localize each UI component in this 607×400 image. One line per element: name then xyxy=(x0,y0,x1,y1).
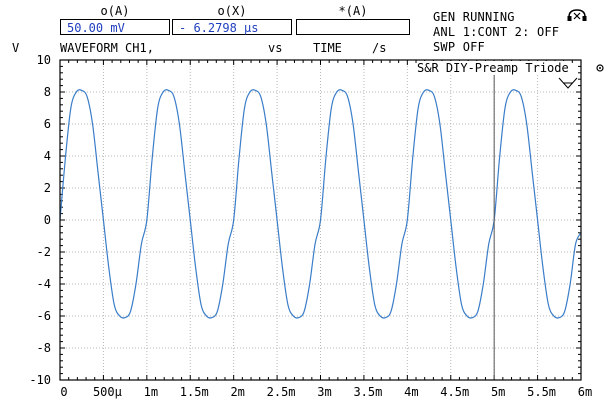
y-tick-label: 0 xyxy=(44,213,51,227)
y-tick-label: -8 xyxy=(37,341,51,355)
x-tick-label: 0 xyxy=(60,385,67,399)
scroll-indicator-icon[interactable] xyxy=(595,62,605,72)
vs-label: vs xyxy=(268,41,283,55)
y-tick-label: -10 xyxy=(29,373,51,387)
sr-logo-icon xyxy=(558,76,578,90)
y-tick-label: 2 xyxy=(44,181,51,195)
y-tick-label: -2 xyxy=(37,245,51,259)
y-tick-label: -4 xyxy=(37,277,51,291)
y-tick-label: 6 xyxy=(44,117,51,131)
channel-label: WAVEFORM CH1, xyxy=(60,41,154,55)
headphones-icon[interactable] xyxy=(566,8,588,22)
y-tick-label: 10 xyxy=(37,53,51,67)
status-gen: GEN RUNNING xyxy=(433,10,515,24)
readout-a-field[interactable]: 50.00 mV xyxy=(60,19,170,35)
x-tick-label: 4m xyxy=(404,385,418,399)
x-tick-label: 5m xyxy=(491,385,505,399)
x-tick-label: 1m xyxy=(144,385,158,399)
x-tick-label: 3.5m xyxy=(353,385,382,399)
y-tick-label: 8 xyxy=(44,85,51,99)
x-tick-label: 500µ xyxy=(93,385,122,399)
readout-label-x: o(X) xyxy=(217,4,247,18)
x-tick-label: 6m xyxy=(578,385,592,399)
x-tick-label: 5.5m xyxy=(527,385,556,399)
x-tick-label: 3m xyxy=(317,385,331,399)
x-unit-label: /s xyxy=(372,41,387,55)
x-tick-label: 1.5m xyxy=(180,385,209,399)
y-tick-label: -6 xyxy=(37,309,51,323)
y-tick-label: 4 xyxy=(44,149,51,163)
status-anl: ANL 1:CONT 2: OFF xyxy=(433,25,560,39)
x-tick-label: 4.5m xyxy=(440,385,469,399)
plot-watermark: S&R DIY-Preamp Triode xyxy=(417,61,569,75)
readout-label-a: o(A) xyxy=(100,4,130,18)
x-tick-label: 2m xyxy=(230,385,244,399)
y-tick-labels: 10 8 6 4 2 0 -2 -4 -6 -8 -10 xyxy=(29,53,51,387)
readout-star-field[interactable] xyxy=(296,19,410,35)
plot-frame xyxy=(59,59,582,381)
y-unit-label: V xyxy=(12,41,20,55)
status-swp: SWP OFF xyxy=(433,40,485,54)
x-axis-label: TIME xyxy=(313,41,342,55)
x-tick-label: 2.5m xyxy=(267,385,296,399)
readout-x-field[interactable]: - 6.2798 µs xyxy=(172,19,292,35)
x-tick-labels: 0 500µ 1m 1.5m 2m 2.5m 3m 3.5m 4m 4.5m 5m 5.5m 6m xyxy=(60,385,592,399)
readout-label-star: *(A) xyxy=(338,4,368,18)
